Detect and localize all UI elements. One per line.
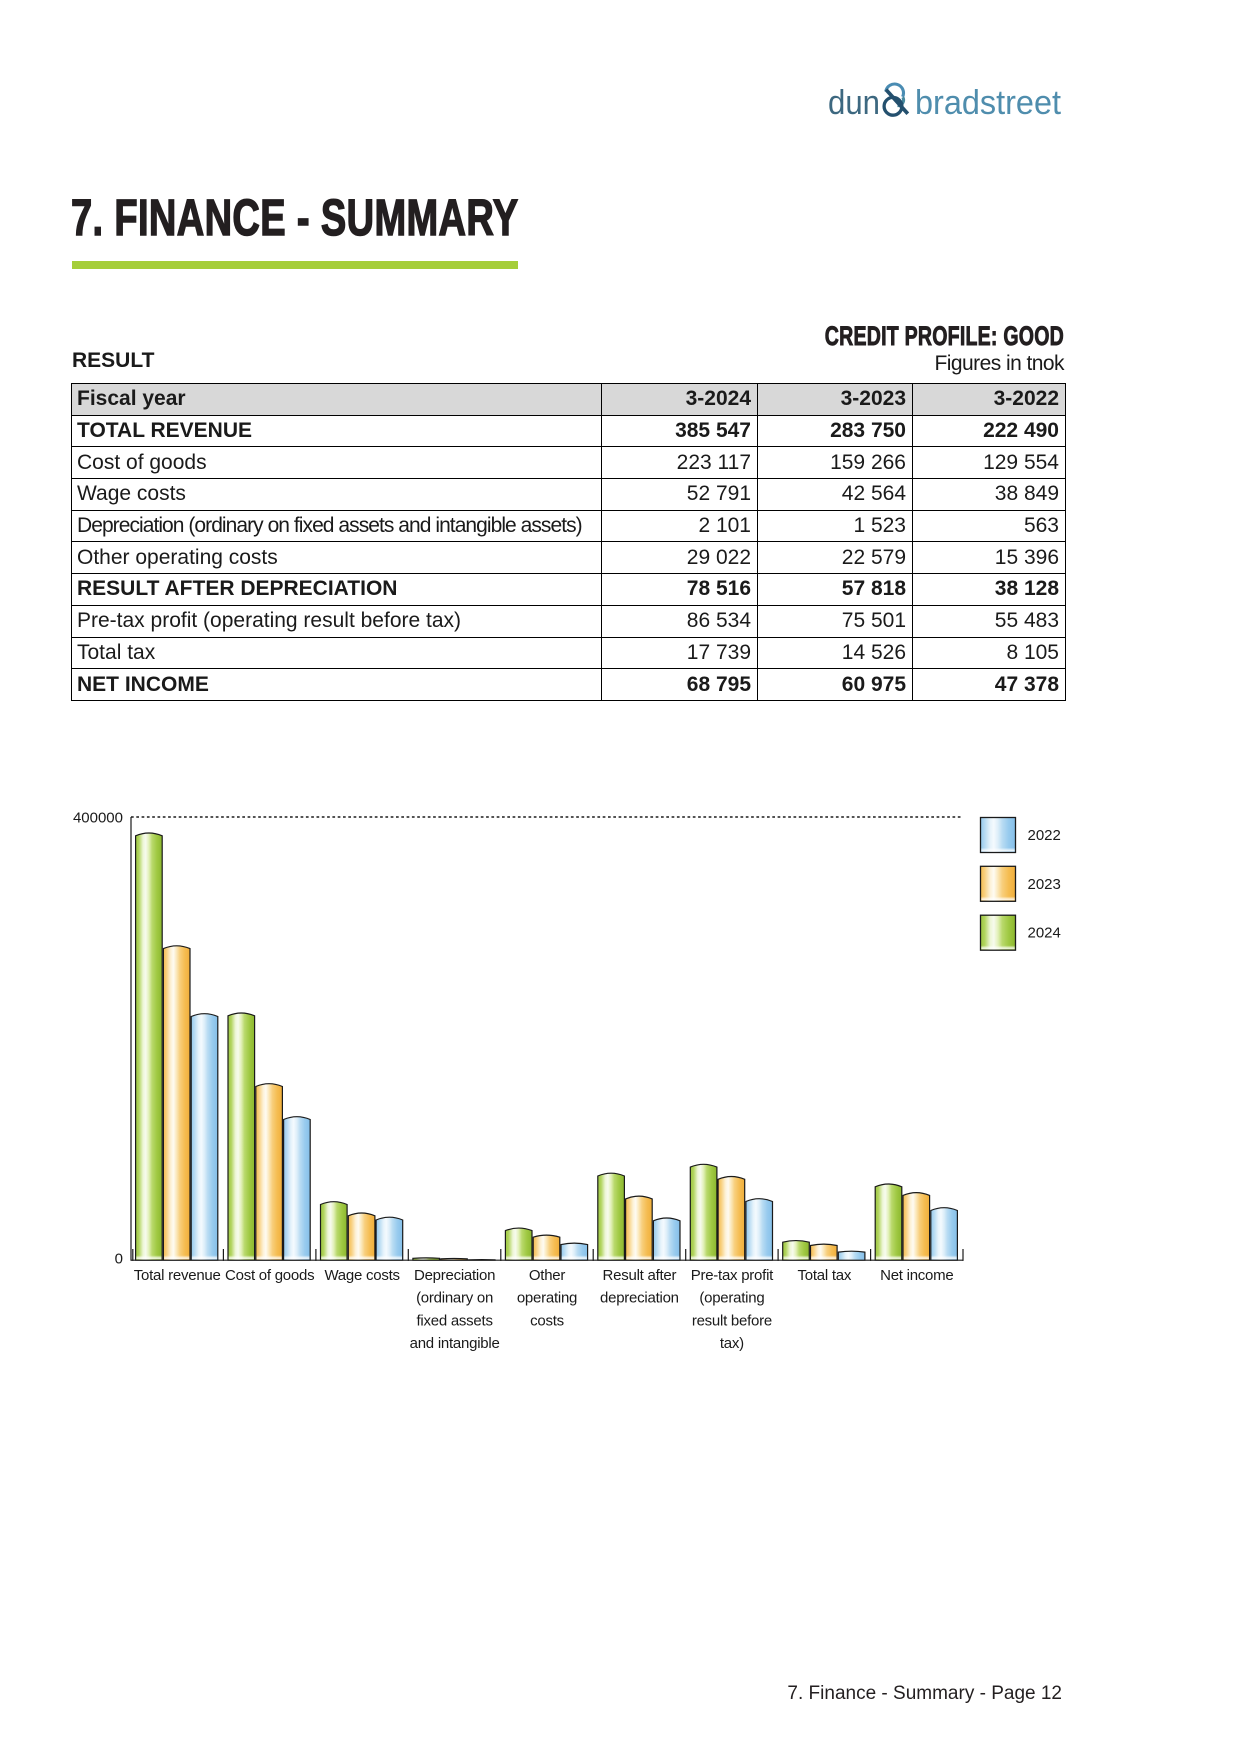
- svg-text:dun: dun: [828, 84, 880, 122]
- svg-text:Result after: Result after: [603, 1267, 677, 1284]
- svg-text:2022: 2022: [1028, 827, 1061, 844]
- svg-text:fixed assets: fixed assets: [416, 1312, 492, 1329]
- svg-text:Total tax: Total tax: [797, 1267, 851, 1284]
- svg-text:2024: 2024: [1028, 925, 1061, 942]
- svg-text:Depreciation: Depreciation: [414, 1267, 495, 1284]
- svg-text:(operating: (operating: [699, 1290, 764, 1307]
- svg-text:Cost of goods: Cost of goods: [225, 1267, 314, 1284]
- svg-text:Other: Other: [529, 1267, 566, 1284]
- svg-text:Wage costs: Wage costs: [324, 1267, 399, 1284]
- svg-text:(ordinary on: (ordinary on: [416, 1290, 493, 1307]
- svg-text:tax): tax): [720, 1335, 744, 1352]
- svg-text:operating: operating: [517, 1290, 577, 1307]
- svg-text:0: 0: [115, 1251, 123, 1268]
- svg-text:Net income: Net income: [880, 1267, 953, 1284]
- svg-text:and intangible: and intangible: [410, 1335, 500, 1352]
- svg-text:costs: costs: [530, 1312, 564, 1329]
- svg-text:bradstreet: bradstreet: [915, 84, 1062, 122]
- svg-text:result before: result before: [692, 1312, 772, 1329]
- svg-text:2023: 2023: [1028, 876, 1061, 893]
- svg-text:400000: 400000: [73, 810, 123, 827]
- svg-text:Pre-tax profit: Pre-tax profit: [691, 1267, 774, 1284]
- svg-text:depreciation: depreciation: [600, 1290, 679, 1307]
- svg-text:Total revenue: Total revenue: [134, 1267, 221, 1284]
